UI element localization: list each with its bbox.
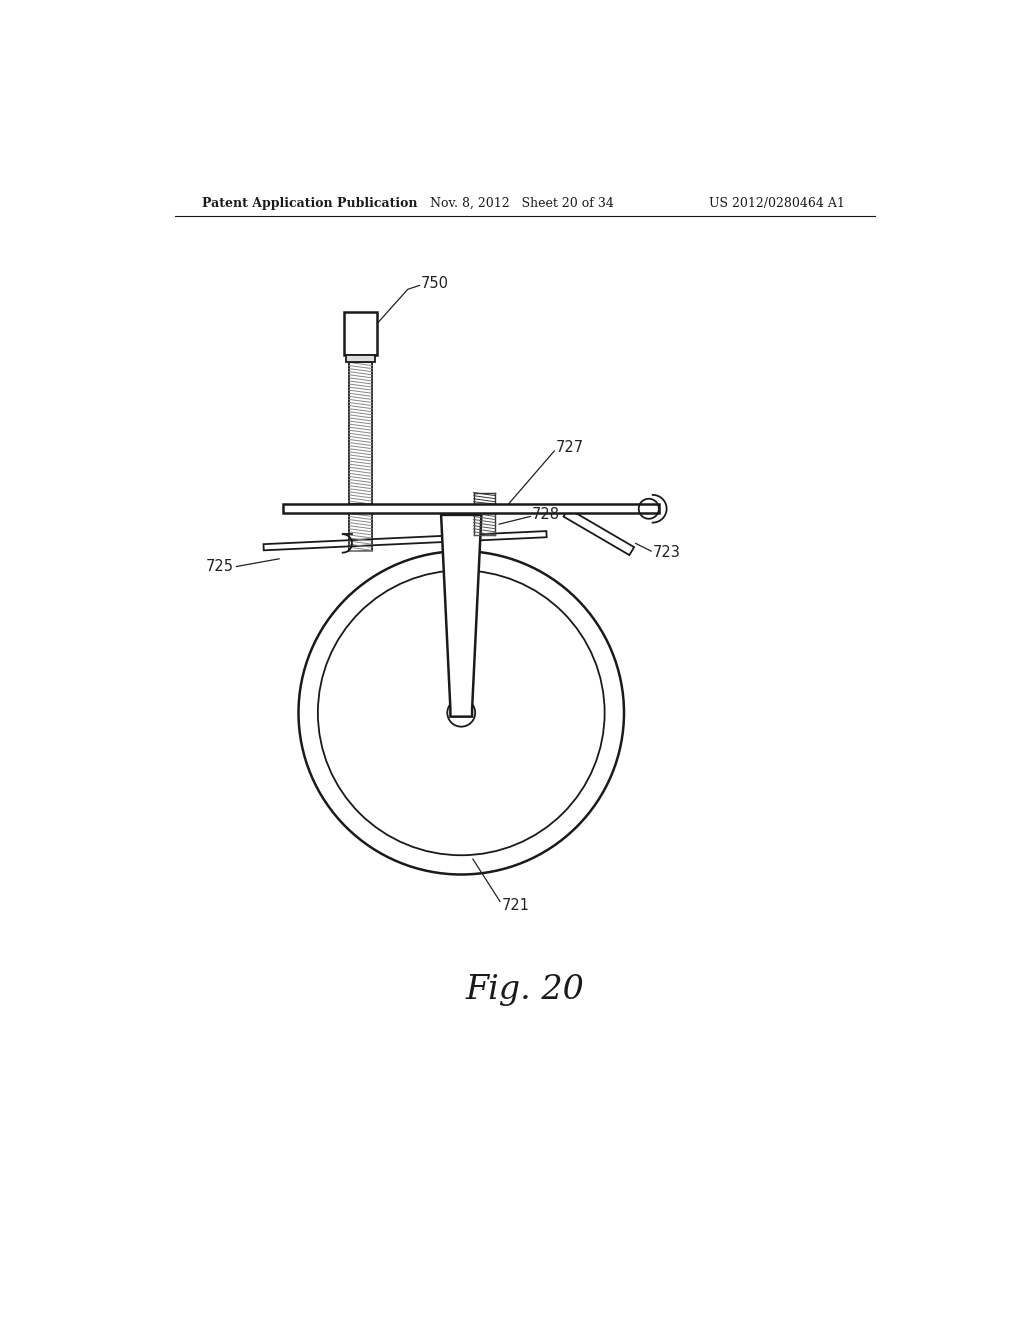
Text: 750: 750 bbox=[421, 276, 449, 290]
Text: 723: 723 bbox=[652, 545, 681, 560]
Bar bbox=[283, 504, 658, 513]
Text: 725: 725 bbox=[206, 558, 233, 574]
Text: 727: 727 bbox=[556, 440, 584, 454]
Polygon shape bbox=[563, 508, 634, 556]
Bar bbox=[344, 313, 377, 355]
Text: Patent Application Publication: Patent Application Publication bbox=[202, 197, 417, 210]
Text: US 2012/0280464 A1: US 2012/0280464 A1 bbox=[710, 197, 845, 210]
Text: Fig. 20: Fig. 20 bbox=[465, 974, 585, 1006]
Bar bbox=[346, 355, 375, 363]
Text: 721: 721 bbox=[502, 898, 529, 913]
Text: 728: 728 bbox=[531, 507, 560, 523]
Polygon shape bbox=[263, 531, 547, 550]
Text: Nov. 8, 2012   Sheet 20 of 34: Nov. 8, 2012 Sheet 20 of 34 bbox=[430, 197, 614, 210]
Polygon shape bbox=[441, 515, 481, 717]
